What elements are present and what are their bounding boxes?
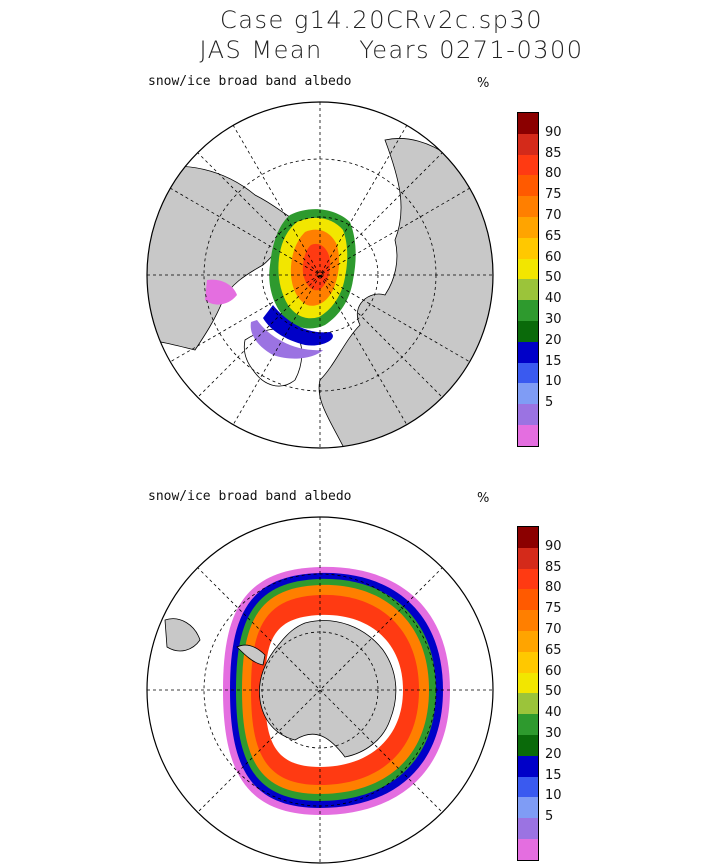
colorbar-tick-label: 10: [545, 374, 562, 390]
panel-label-south: snow/ice broad band albedo: [148, 489, 352, 504]
colorbar-tick-label: 15: [545, 353, 562, 369]
south-america-tip: [164, 618, 201, 652]
figure-title-case: Case g14.20CRv2c.sp30: [220, 6, 543, 34]
graticule-south: [147, 517, 493, 863]
colorbar-segment: [518, 216, 538, 238]
colorbar-segment: [518, 672, 538, 694]
colorbar-tick-label: 80: [545, 580, 562, 596]
colorbar-segment: [518, 320, 538, 342]
colorbar-segment: [518, 383, 538, 405]
colorbar-segment: [518, 237, 538, 259]
colorbar-segment: [518, 362, 538, 384]
colorbar-tick-label: 75: [545, 601, 562, 617]
colorbar-tick-label: 5: [545, 809, 554, 825]
colorbar-tick-label: 10: [545, 788, 562, 804]
colorbar-tick-label: 85: [545, 559, 562, 575]
colorbar-segment: [518, 300, 538, 321]
colorbar-tick-label: 60: [545, 249, 562, 265]
colorbar-tick-label: 75: [545, 187, 562, 203]
colorbar-tick-label: 70: [545, 622, 562, 637]
colorbar-segment: [518, 527, 538, 548]
colorbar-segment: [518, 279, 538, 301]
colorbar-tick-label: 5: [545, 395, 554, 411]
colorbar-tick-label: 70: [545, 208, 562, 223]
sea-ice-core: [302, 243, 331, 291]
colorbar-segment: [518, 818, 538, 839]
unit-label-north: %: [477, 76, 490, 91]
colorbar-tick-label: 50: [545, 270, 562, 286]
unit-label-south: %: [477, 491, 490, 506]
colorbar-segment: [518, 714, 538, 735]
panel-label-north: snow/ice broad band albedo: [148, 74, 352, 89]
hudson-bay-ice: [205, 279, 237, 305]
colorbar-segment: [518, 568, 538, 590]
colorbar-north: [517, 112, 539, 447]
colorbar-tick-label: 85: [545, 145, 562, 161]
colorbar-segment: [518, 589, 538, 611]
colorbar-segment: [518, 113, 538, 134]
colorbar-tick-label: 40: [545, 291, 562, 307]
colorbar-segment: [518, 258, 538, 280]
colorbar-segment: [518, 630, 538, 652]
colorbar-tick-label: 80: [545, 166, 562, 182]
colorbar-segment: [518, 797, 538, 819]
colorbar-segment: [518, 341, 538, 363]
colorbar-tick-label: 65: [545, 228, 562, 244]
colorbar-tick-label: 40: [545, 705, 562, 721]
colorbar-segment: [518, 838, 538, 860]
colorbar-tick-label: 90: [545, 538, 562, 554]
colorbar-segment: [518, 651, 538, 673]
colorbar-tick-label: 20: [545, 332, 562, 348]
colorbar-tick-label: 60: [545, 663, 562, 679]
north-polar-map: [146, 101, 494, 449]
colorbar-tick-label: 30: [545, 312, 562, 327]
colorbar-segment: [518, 734, 538, 756]
south-polar-map: [146, 516, 494, 864]
colorbar-tick-label: 20: [545, 746, 562, 762]
colorbar-segment: [518, 154, 538, 176]
map-boundary-south: [146, 516, 494, 864]
map-boundary: [146, 101, 494, 449]
colorbar-tick-label: 65: [545, 642, 562, 658]
ice-edge-purple: [250, 320, 323, 359]
colorbar-segment: [518, 547, 538, 569]
graticule: [147, 102, 493, 448]
colorbar-tick-label: 15: [545, 767, 562, 783]
colorbar-south: [517, 526, 539, 861]
colorbar-segment: [518, 610, 538, 631]
colorbar-segment: [518, 404, 538, 425]
ice-edge-blue: [263, 305, 333, 346]
colorbar-tick-label: 30: [545, 726, 562, 741]
antarctica-landmass: [259, 620, 397, 758]
antarctic-peninsula: [236, 644, 266, 666]
colorbar-segment: [518, 755, 538, 777]
colorbar-segment: [518, 424, 538, 446]
colorbar-segment: [518, 133, 538, 155]
colorbar-segment: [518, 196, 538, 217]
colorbar-tick-label: 50: [545, 684, 562, 700]
colorbar-segment: [518, 175, 538, 197]
colorbar-segment: [518, 693, 538, 715]
colorbar-segment: [518, 776, 538, 798]
figure-title-period: JAS Mean Years 0271-0300: [199, 36, 584, 64]
colorbar-tick-label: 90: [545, 124, 562, 140]
